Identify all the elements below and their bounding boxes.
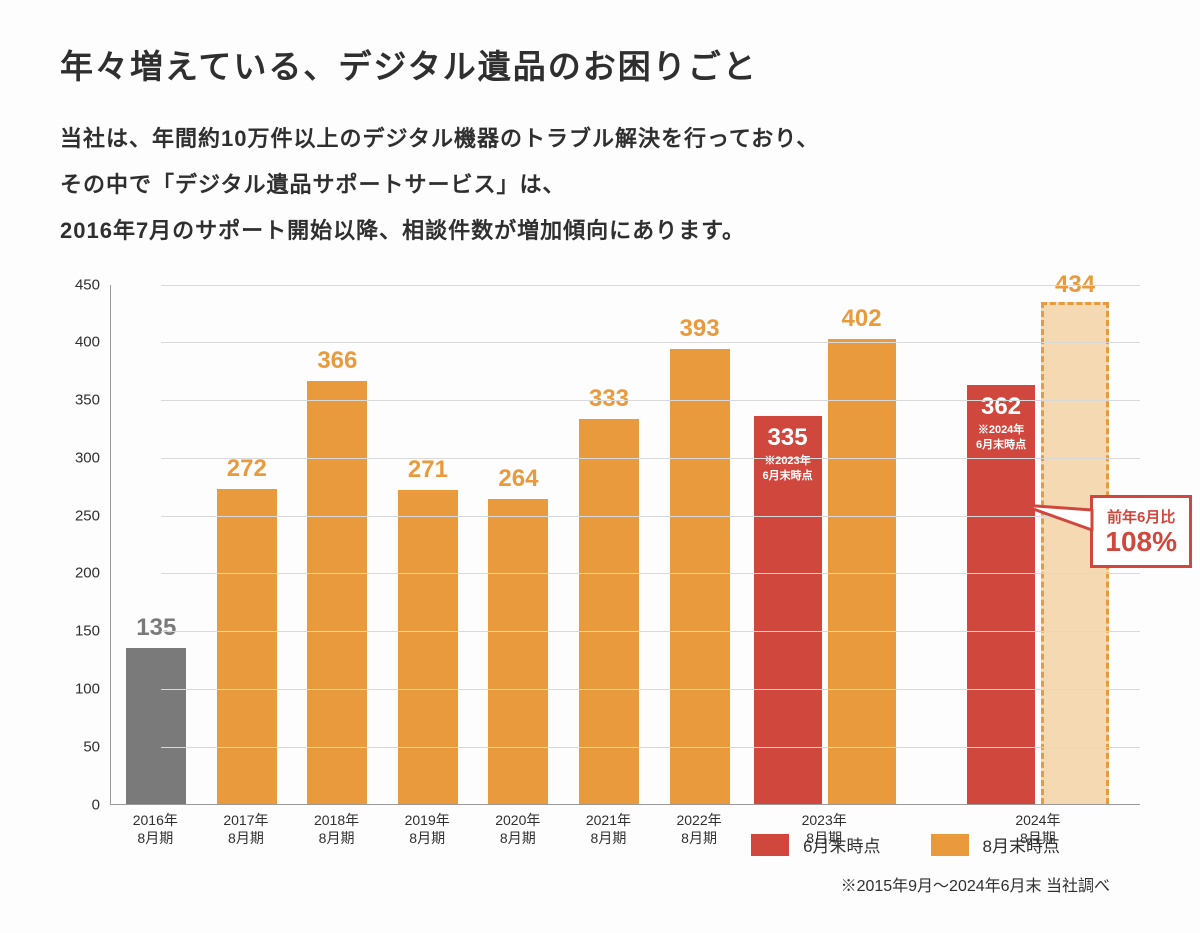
y-tick: 400	[75, 334, 100, 351]
bar: 264	[488, 499, 548, 804]
bar-value-label: 333	[589, 385, 629, 413]
bar-group: 366	[292, 285, 383, 804]
description: 当社は、年間約10万件以上のデジタル機器のトラブル解決を行っており、 その中で「…	[60, 116, 1140, 255]
x-label: 2019年8月期	[382, 805, 473, 845]
bar: 335※2023年6月末時点	[754, 416, 822, 803]
gridline	[161, 689, 1140, 690]
x-label: 2021年8月期	[563, 805, 654, 845]
x-label: 2020年8月期	[473, 805, 564, 845]
page: 年々増えている、デジタル遺品のお困りごと 当社は、年間約10万件以上のデジタル機…	[0, 0, 1200, 933]
gridline	[161, 342, 1140, 343]
x-label: 2017年8月期	[201, 805, 292, 845]
bar-value-label: 402	[842, 305, 882, 333]
gridline	[161, 516, 1140, 517]
y-tick: 450	[75, 276, 100, 293]
bar-value-label: 135	[136, 614, 176, 642]
gridline	[161, 747, 1140, 748]
bar-group	[904, 285, 945, 804]
plot-area: 135272366271264333393335※2023年6月末時点40236…	[110, 285, 1140, 805]
bar-value-label: 393	[680, 315, 720, 343]
bars-container: 135272366271264333393335※2023年6月末時点40236…	[111, 285, 1140, 804]
bar-group: 135	[111, 285, 202, 804]
bar-inner-value: 335	[754, 424, 822, 452]
bar-inner-label: 335※2023年6月末時点	[754, 424, 822, 483]
bar-value-label: 264	[498, 465, 538, 493]
callout-value: 108%	[1105, 527, 1177, 558]
y-tick: 50	[83, 738, 100, 755]
bar-group: 393	[654, 285, 745, 804]
bar-inner-value: 362	[967, 393, 1035, 421]
desc-line-1: 当社は、年間約10万件以上のデジタル機器のトラブル解決を行っており、	[60, 116, 1140, 162]
legend-label-june: 6月末時点	[803, 832, 880, 857]
bar: 272	[217, 489, 277, 803]
desc-line-3: 2016年7月のサポート開始以降、相談件数が増加傾向にあります。	[60, 208, 1140, 254]
bar-group: 264	[473, 285, 564, 804]
page-title: 年々増えている、デジタル遺品のお困りごと	[60, 40, 1140, 88]
y-tick: 150	[75, 623, 100, 640]
bar-chart: 135272366271264333393335※2023年6月末時点40236…	[60, 285, 1140, 845]
legend-item-aug: 8月末時点	[931, 832, 1060, 857]
gridline	[161, 285, 1140, 286]
callout-title: 前年6月比	[1105, 506, 1177, 527]
bar-group: 335※2023年6月末時点402	[745, 285, 904, 804]
bar: 271	[398, 490, 458, 803]
gridline	[161, 400, 1140, 401]
y-axis: 050100150200250300350400450	[60, 285, 110, 805]
x-label: 2022年8月期	[654, 805, 745, 845]
x-label: 2016年8月期	[110, 805, 201, 845]
bar-group: 271	[383, 285, 474, 804]
desc-line-2: その中で「デジタル遺品サポートサービス」は、	[60, 162, 1140, 208]
bar: 366	[307, 381, 367, 804]
y-tick: 250	[75, 507, 100, 524]
x-label: 2018年8月期	[291, 805, 382, 845]
bar-group: 333	[564, 285, 655, 804]
bar-value-label: 366	[317, 347, 357, 375]
gridline	[161, 458, 1140, 459]
legend-item-june: 6月末時点	[751, 832, 880, 857]
bar-inner-note: ※2024年6月末時点	[967, 423, 1035, 452]
bar: 135	[126, 648, 186, 804]
bar: 362※2024年6月末時点	[967, 385, 1035, 803]
legend-swatch-red	[751, 834, 789, 856]
y-tick: 0	[92, 796, 100, 813]
bar-value-label: 271	[408, 456, 448, 484]
footnote: ※2015年9月～2024年6月末 当社調べ	[841, 872, 1110, 896]
y-tick: 300	[75, 449, 100, 466]
legend: 6月末時点 8月末時点	[751, 832, 1060, 857]
gridline	[161, 573, 1140, 574]
gridline	[161, 631, 1140, 632]
bar-value-label: 272	[227, 455, 267, 483]
callout-box: 前年6月比 108%	[1090, 495, 1192, 569]
y-tick: 350	[75, 392, 100, 409]
legend-label-aug: 8月末時点	[983, 832, 1060, 857]
bar: 402	[828, 339, 896, 804]
bar-group: 272	[202, 285, 293, 804]
bar-inner-label: 362※2024年6月末時点	[967, 393, 1035, 452]
bar: 393	[670, 349, 730, 803]
y-tick: 200	[75, 565, 100, 582]
legend-swatch-orange	[931, 834, 969, 856]
y-tick: 100	[75, 681, 100, 698]
callout-pointer-icon	[1022, 455, 1092, 525]
